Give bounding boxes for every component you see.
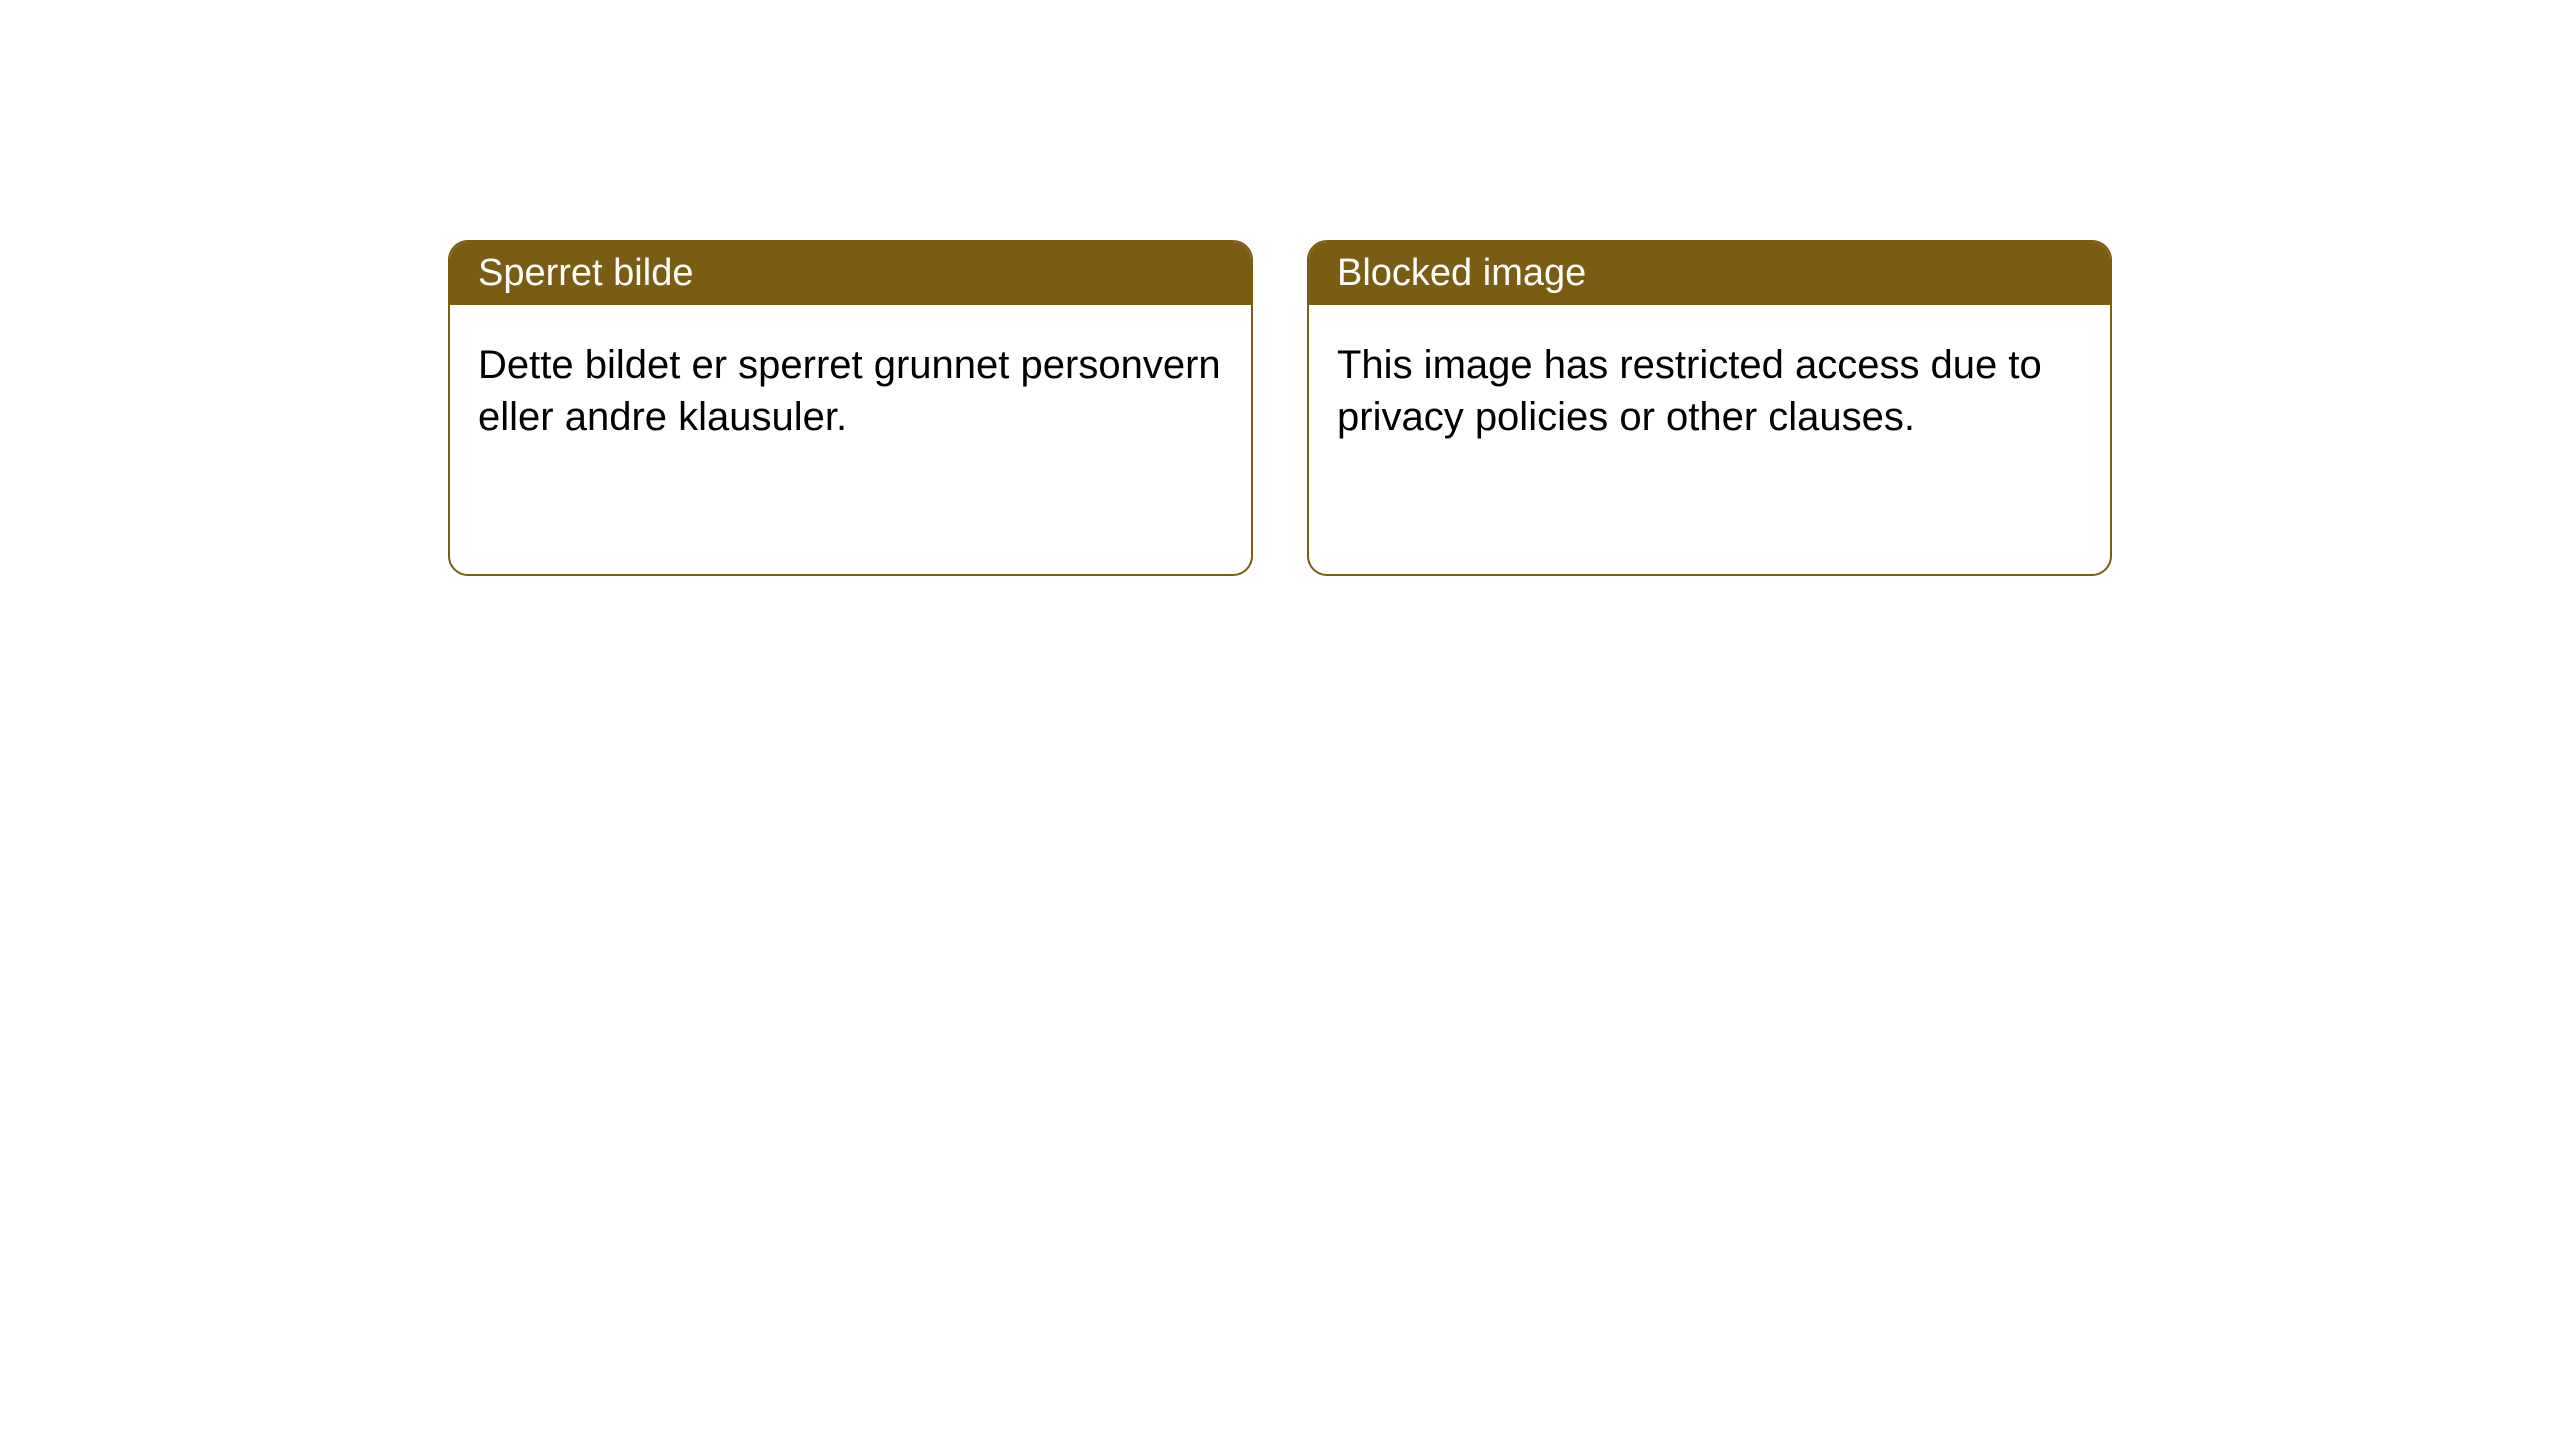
notice-body: Dette bildet er sperret grunnet personve… — [450, 305, 1251, 477]
notice-container: Sperret bilde Dette bildet er sperret gr… — [0, 0, 2560, 576]
notice-card-english: Blocked image This image has restricted … — [1307, 240, 2112, 576]
notice-header: Sperret bilde — [450, 242, 1251, 305]
notice-title: Blocked image — [1337, 252, 1586, 294]
notice-header: Blocked image — [1309, 242, 2110, 305]
notice-body-text: Dette bildet er sperret grunnet personve… — [478, 343, 1221, 439]
notice-card-norwegian: Sperret bilde Dette bildet er sperret gr… — [448, 240, 1253, 576]
notice-body: This image has restricted access due to … — [1309, 305, 2110, 477]
notice-body-text: This image has restricted access due to … — [1337, 343, 2042, 439]
notice-title: Sperret bilde — [478, 252, 693, 294]
